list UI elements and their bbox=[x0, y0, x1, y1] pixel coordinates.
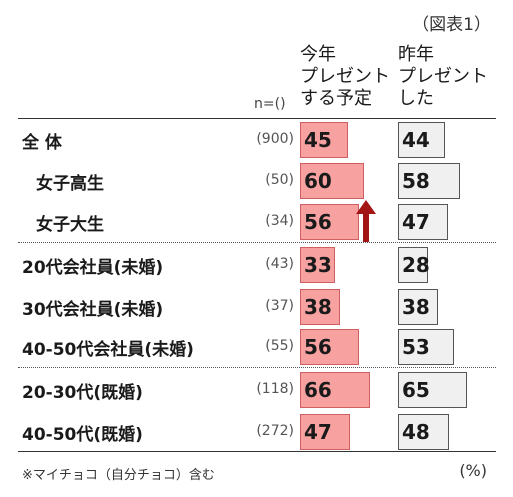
up-arrow-head bbox=[356, 200, 376, 214]
value-this-year: 47 bbox=[304, 420, 332, 444]
row-label: 20代会社員(未婚) bbox=[22, 258, 164, 278]
value-last-year: 65 bbox=[402, 378, 430, 402]
value-last-year: 47 bbox=[402, 210, 430, 234]
bottom-rule bbox=[18, 451, 496, 452]
value-this-year: 56 bbox=[304, 210, 332, 234]
value-this-year: 66 bbox=[304, 378, 332, 402]
bar-this-year bbox=[300, 122, 348, 158]
header-last-year-line: 昨年 bbox=[398, 44, 434, 65]
row-label: 30代会社員(未婚) bbox=[22, 300, 164, 320]
up-arrow-icon bbox=[356, 200, 376, 242]
value-this-year: 56 bbox=[304, 335, 332, 359]
bar-last-year bbox=[398, 414, 449, 450]
row-sample-size: (43) bbox=[265, 256, 294, 272]
header-rule bbox=[18, 118, 496, 119]
bar-this-year bbox=[300, 247, 335, 283]
row-sample-size: (900) bbox=[256, 131, 294, 147]
bar-last-year bbox=[398, 372, 467, 408]
bar-last-year bbox=[398, 122, 445, 158]
header-this-year-line: する予定 bbox=[300, 88, 372, 109]
value-this-year: 45 bbox=[304, 128, 332, 152]
row-label: 全 体 bbox=[22, 133, 62, 153]
bar-this-year bbox=[300, 329, 359, 365]
group-divider bbox=[18, 242, 496, 243]
bar-this-year bbox=[300, 414, 350, 450]
row-label: 40-50代(既婚) bbox=[22, 425, 143, 445]
value-last-year: 58 bbox=[402, 169, 430, 193]
value-this-year: 38 bbox=[304, 295, 332, 319]
group-divider bbox=[18, 367, 496, 368]
row-label: 女子大生 bbox=[36, 215, 104, 235]
row-sample-size: (272) bbox=[256, 423, 294, 439]
footnote: ※マイチョコ（自分チョコ）含む bbox=[22, 468, 215, 483]
header-this-year-line: 今年 bbox=[300, 44, 336, 65]
up-arrow-shaft bbox=[363, 212, 369, 242]
header-last-year: 昨年 プレゼント した bbox=[398, 44, 488, 110]
value-last-year: 53 bbox=[402, 335, 430, 359]
row-sample-size: (34) bbox=[265, 213, 294, 229]
value-last-year: 44 bbox=[402, 128, 430, 152]
header-this-year-line: プレゼント bbox=[300, 66, 390, 87]
bar-last-year bbox=[398, 204, 448, 240]
value-this-year: 33 bbox=[304, 253, 332, 277]
header-last-year-line: した bbox=[398, 88, 434, 109]
bar-this-year bbox=[300, 372, 370, 408]
bar-last-year bbox=[398, 163, 460, 199]
row-sample-size: (50) bbox=[265, 172, 294, 188]
row-sample-size: (118) bbox=[256, 381, 294, 397]
bar-this-year bbox=[300, 204, 359, 240]
bar-last-year bbox=[398, 289, 438, 325]
bar-this-year bbox=[300, 163, 364, 199]
bar-this-year bbox=[300, 289, 340, 325]
row-label: 20-30代(既婚) bbox=[22, 383, 143, 403]
row-sample-size: (37) bbox=[265, 298, 294, 314]
value-last-year: 28 bbox=[402, 253, 430, 277]
bar-last-year bbox=[398, 329, 454, 365]
n-header: n=() bbox=[254, 96, 286, 112]
value-last-year: 48 bbox=[402, 420, 430, 444]
header-this-year: 今年 プレゼント する予定 bbox=[300, 44, 390, 110]
value-this-year: 60 bbox=[304, 169, 332, 193]
header-last-year-line: プレゼント bbox=[398, 66, 488, 87]
value-last-year: 38 bbox=[402, 295, 430, 319]
figure-label: （図表1） bbox=[412, 15, 491, 35]
row-label: 女子高生 bbox=[36, 174, 104, 194]
row-label: 40-50代会社員(未婚) bbox=[22, 340, 194, 360]
bar-last-year bbox=[398, 247, 428, 283]
row-sample-size: (55) bbox=[265, 338, 294, 354]
unit-label: (%) bbox=[459, 461, 487, 480]
